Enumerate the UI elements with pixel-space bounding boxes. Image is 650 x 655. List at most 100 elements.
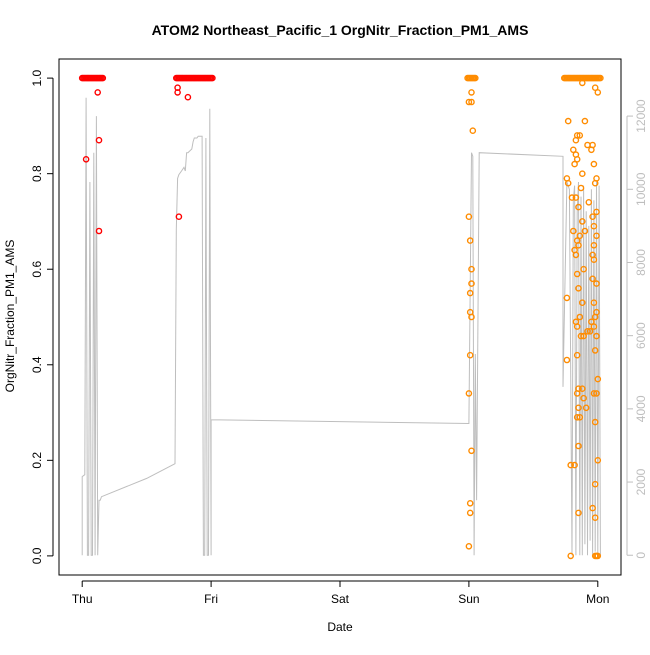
orange-data-point [572,136,580,144]
orange-data-point [593,332,600,340]
orange-data-point [577,184,585,192]
orange-data-point [591,418,599,426]
orange-data-point [590,390,598,397]
orange-data-point [586,327,594,335]
y2-tick-label: 6000 [634,322,648,349]
orange-data-point [591,179,599,187]
orange-data-point [572,194,580,201]
red-data-point [99,74,107,82]
orange-data-point [468,265,475,273]
orange-data-point [593,208,600,216]
y-tick-label: 0.6 [30,261,44,278]
orange-data-point [594,375,602,383]
orange-data-point [591,313,599,321]
x-tick-label: Thu [72,592,93,606]
y2-tick-label: 12000 [634,99,648,133]
orange-data-point [581,227,589,235]
orange-data-point [563,294,571,302]
orange-data-point [590,241,598,249]
y2-tick-label: 0 [634,552,648,559]
orange-data-point [576,413,584,421]
orange-data-point [568,194,576,201]
red-data-point [95,136,103,144]
orange-data-point [465,98,473,106]
orange-data-point [577,332,585,340]
orange-data-point [465,543,473,550]
orange-data-point [579,218,586,225]
y-tick-label: 1.0 [30,69,44,86]
orange-data-point [572,251,580,259]
orange-data-point [573,155,581,163]
y-tick-label: 0.8 [30,165,44,182]
red-data-point [184,93,192,101]
chart-title: ATOM2 Northeast_Pacific_1 OrgNitr_Fracti… [152,22,529,38]
x-tick-label: Mon [586,592,609,606]
orange-data-point [593,280,600,287]
orange-data-point [580,394,587,402]
orange-data-point [579,170,586,177]
orange-data-point [576,132,584,139]
orange-data-point [468,313,475,321]
orange-data-point [571,461,578,469]
orange-data-point [589,213,596,220]
orange-data-point [573,270,581,278]
orange-data-point [580,332,587,340]
red-data-point [174,89,181,96]
orange-data-point [573,351,581,359]
orange-data-point [469,127,477,134]
axes-layer: Thu Fri Sat Sun Mon 0.0 0.2 0.4 0.6 0.8 1.0 0 2000 40… [30,69,648,606]
red-data-point [95,227,103,235]
y-tick-label: 0.2 [30,452,44,469]
orange-data-point [581,117,589,125]
y-tick-label: 0.4 [30,356,44,373]
orange-data-point [576,313,584,321]
orange-data-point [589,275,596,283]
orange-data-point [576,232,584,240]
orange-data-point [588,318,595,326]
orange-data-point [466,509,474,517]
plot-frame [58,58,622,576]
y2-tick-label: 10000 [634,172,648,206]
orange-data-point [590,160,598,168]
red-data-point [82,155,90,163]
orange-data-point [466,499,474,507]
orange-data-point [584,327,591,335]
orange-data-point [573,413,581,421]
orange-data-point [468,89,475,96]
orange-data-point [466,351,474,359]
orange-data-point [575,404,582,412]
orange-data-point [468,280,475,287]
orange-data-point [575,442,582,450]
orange-data-point [465,390,473,397]
orange-data-point [465,213,473,220]
x-tick-label: Sat [331,592,350,606]
orange-data-point [575,241,582,249]
x-axis-label: Date [327,620,353,634]
orange-data-point [597,74,604,82]
x-tick-label: Fri [204,592,218,606]
orange-data-point [466,289,474,297]
orange-data-point [579,385,586,393]
orange-data-point [593,390,600,397]
orange-data-point [591,514,599,522]
orange-data-point [567,461,575,469]
y2-tick-label: 8000 [634,249,648,276]
orange-data-point [571,160,578,168]
series-layer [78,74,604,560]
orange-data-point [567,552,575,560]
orange-data-point [575,203,582,211]
orange-data-point [590,323,598,330]
orange-data-point [579,299,586,307]
x-tick-label: Sun [458,592,479,606]
orange-data-point [594,89,602,96]
orange-data-point [588,146,595,154]
red-data-point [175,213,183,220]
orange-data-point [590,256,598,264]
orange-data-point [585,198,593,206]
orange-data-point [580,265,587,273]
red-data-point [94,89,101,96]
orange-data-point [563,356,571,364]
